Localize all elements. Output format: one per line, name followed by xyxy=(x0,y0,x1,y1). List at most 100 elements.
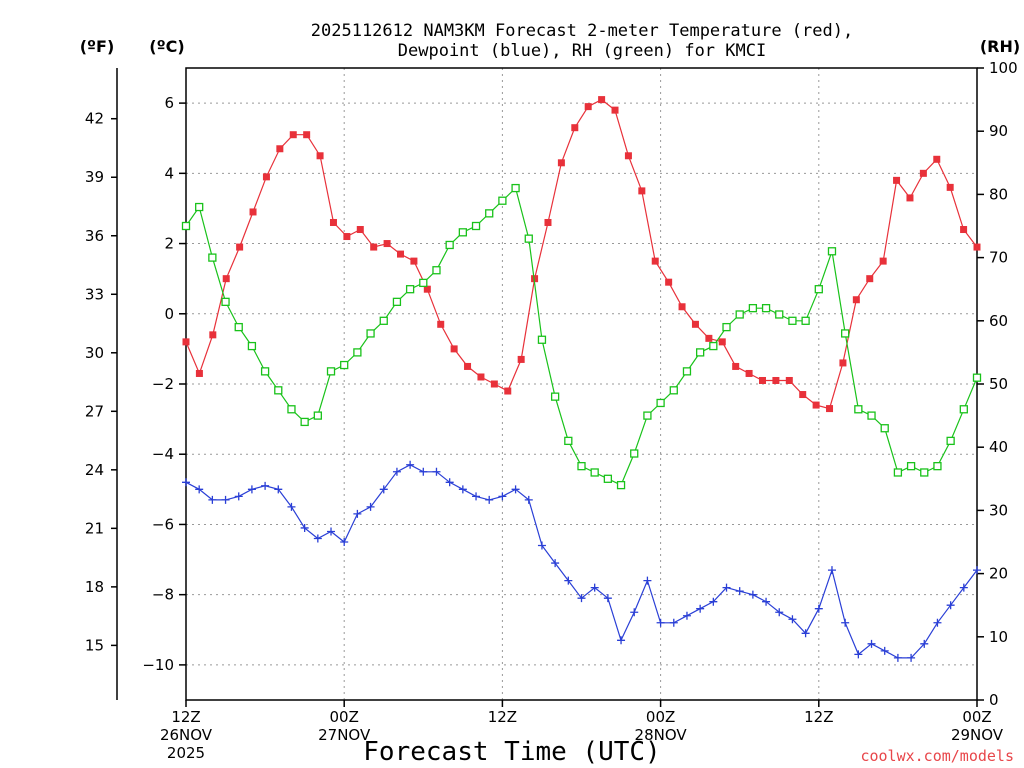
rh-tick-label: 100 xyxy=(989,59,1018,77)
rh-point xyxy=(221,297,230,306)
rh-point xyxy=(630,449,639,458)
temperature-point xyxy=(598,96,606,104)
dewpoint-point xyxy=(907,653,916,662)
celsius-tick-label: −10 xyxy=(142,656,174,674)
time-tick-label: 27NOV xyxy=(318,726,371,744)
dewpoint-point xyxy=(788,615,797,624)
temperature-point xyxy=(691,320,699,328)
dewpoint-point xyxy=(511,485,520,494)
rh-tick-label: 10 xyxy=(989,628,1008,646)
time-tick-label: 12Z xyxy=(171,708,200,726)
rh-line xyxy=(185,186,978,486)
rh-point xyxy=(722,322,731,332)
temperature-point xyxy=(772,376,780,384)
fahrenheit-tick-label: 18 xyxy=(85,578,104,596)
dewpoint-point xyxy=(274,485,283,494)
dewpoint-point xyxy=(893,653,902,662)
dewpoint-point xyxy=(590,583,599,592)
dewpoint-point xyxy=(696,604,705,613)
temperature-point xyxy=(222,275,230,283)
dewpoint-point xyxy=(973,566,981,575)
rh-point xyxy=(537,335,547,344)
temperature-point xyxy=(758,376,766,384)
temperature-point xyxy=(195,369,203,377)
rh-point xyxy=(419,278,428,288)
rh-point xyxy=(564,436,573,446)
celsius-tick-label: 4 xyxy=(164,164,174,182)
dewpoint-point xyxy=(406,460,415,469)
dewpoint-point xyxy=(735,587,744,596)
dewpoint-point xyxy=(841,618,850,627)
dewpoint-point xyxy=(722,583,731,592)
rh-point xyxy=(696,348,705,357)
temperature-point xyxy=(893,176,901,184)
dewpoint-point xyxy=(234,492,243,501)
time-tick-label: 12Z xyxy=(488,708,517,726)
temperature-point xyxy=(303,131,311,139)
rh-point xyxy=(946,436,955,446)
temperature-point xyxy=(745,369,753,377)
temperature-point xyxy=(504,387,512,395)
temperature-point xyxy=(785,376,793,384)
rh-point xyxy=(392,297,402,306)
time-tick-label: 26NOV xyxy=(160,726,213,744)
temperature-point xyxy=(450,345,458,353)
rh-point xyxy=(195,202,204,212)
rh-point xyxy=(775,310,784,319)
dewpoint-point xyxy=(748,590,757,599)
dewpoint-point xyxy=(445,478,454,487)
rh-point xyxy=(471,221,481,231)
rh-point xyxy=(511,183,520,193)
rh-point xyxy=(274,386,283,395)
dewpoint-point xyxy=(221,495,230,504)
rh-point xyxy=(366,329,375,338)
rh-point xyxy=(287,405,296,414)
temperature-point xyxy=(624,152,632,160)
rh-tick-label: 40 xyxy=(989,438,1008,456)
temperature-point xyxy=(397,250,405,258)
temperature-point xyxy=(490,380,498,388)
temperature-series xyxy=(182,96,981,413)
rh-point xyxy=(682,367,692,376)
rh-point xyxy=(788,316,797,325)
fahrenheit-tick-label: 33 xyxy=(85,285,104,303)
dewpoint-point xyxy=(854,650,863,659)
rh-point xyxy=(181,221,191,231)
time-tick-label: 00Z xyxy=(330,708,359,726)
fahrenheit-tick-label: 27 xyxy=(85,402,104,420)
celsius-tick-label: −8 xyxy=(152,586,174,604)
fahrenheit-tick-label: 15 xyxy=(85,636,104,654)
dewpoint-point xyxy=(669,618,678,627)
temperature-point xyxy=(866,275,874,283)
dewpoint-point xyxy=(340,538,349,546)
temperature-point xyxy=(571,124,579,132)
rh-point xyxy=(550,392,560,401)
dewpoint-point xyxy=(775,608,784,617)
rh-tick-label: 30 xyxy=(989,501,1008,519)
fahrenheit-tick-label: 42 xyxy=(85,110,104,128)
temperature-point xyxy=(718,338,726,346)
dewpoint-point xyxy=(419,467,428,476)
rh-point xyxy=(432,266,441,275)
series-layer xyxy=(181,96,982,662)
temperature-point xyxy=(423,285,431,293)
fahrenheit-tick-label: 24 xyxy=(85,461,104,479)
fahrenheit-tick-label: 36 xyxy=(85,227,104,245)
rh-point xyxy=(260,367,270,376)
dewpoint-point xyxy=(827,566,836,575)
dewpoint-point xyxy=(313,534,322,543)
grid xyxy=(186,68,977,700)
dewpoint-point xyxy=(933,618,942,627)
dewpoint-point xyxy=(498,492,507,501)
rh-tick-label: 70 xyxy=(989,249,1008,267)
rh-point xyxy=(880,424,889,433)
dewpoint-point xyxy=(630,608,639,617)
temperature-point xyxy=(289,131,297,139)
temperature-point xyxy=(410,257,418,265)
rh-point xyxy=(920,468,929,477)
dewpoint-point xyxy=(801,629,810,638)
temperature-point xyxy=(383,240,391,248)
rh-point xyxy=(313,411,322,420)
